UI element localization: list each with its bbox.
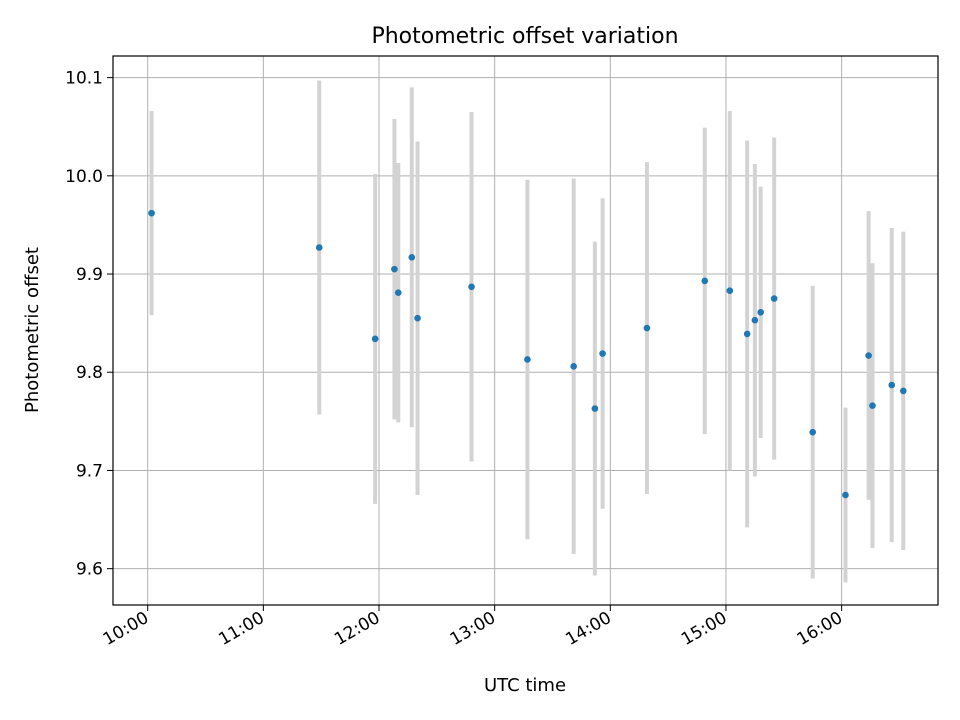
data-point (770, 295, 778, 302)
data-points (148, 209, 907, 499)
y-tick-label: 10.1 (65, 69, 103, 89)
y-tick-label: 9.9 (76, 265, 103, 285)
data-point (570, 363, 577, 370)
data-point (371, 335, 379, 343)
data-point (591, 405, 599, 412)
chart-title: Photometric offset variation (371, 24, 678, 49)
data-point (900, 387, 907, 395)
data-point (643, 324, 651, 332)
data-point (757, 309, 764, 316)
y-axis-label: Photometric offset (22, 247, 43, 413)
data-point (865, 352, 872, 359)
data-point (842, 491, 849, 499)
errorbars (149, 80, 906, 583)
x-tick-label: 15:00 (678, 608, 730, 650)
x-tick-label: 11:00 (215, 608, 267, 650)
x-tick-label: 14:00 (562, 608, 614, 650)
data-point (869, 402, 876, 409)
y-tick-label: 10.0 (65, 167, 103, 187)
data-point (888, 381, 896, 389)
x-axis-label: UTC time (484, 675, 566, 696)
data-point (524, 356, 531, 363)
y-axis: 9.6 9.7 9.8 9.9 10.0 10.1 (65, 69, 113, 580)
x-tick-label: 10:00 (100, 608, 152, 650)
y-tick-label: 9.7 (76, 461, 103, 481)
data-point (148, 209, 155, 217)
data-point (726, 287, 734, 295)
data-point (414, 314, 421, 322)
plot-frame (112, 55, 939, 606)
data-point (468, 283, 475, 291)
data-point (809, 428, 817, 436)
x-axis: 10:00 11:00 12:00 13:00 14:00 15:00 16:00 (100, 605, 846, 650)
x-tick-label: 12:00 (331, 608, 383, 650)
data-point (394, 289, 402, 296)
data-point (743, 330, 751, 338)
x-tick-label: 16:00 (794, 608, 846, 650)
y-tick-label: 9.6 (76, 560, 103, 580)
data-point (701, 277, 709, 285)
x-tick-label: 13:00 (447, 608, 499, 650)
data-point (315, 244, 323, 251)
data-point (751, 316, 759, 324)
data-point (391, 265, 398, 273)
data-point (408, 254, 416, 261)
y-tick-label: 9.8 (76, 363, 103, 383)
data-point (599, 350, 606, 357)
